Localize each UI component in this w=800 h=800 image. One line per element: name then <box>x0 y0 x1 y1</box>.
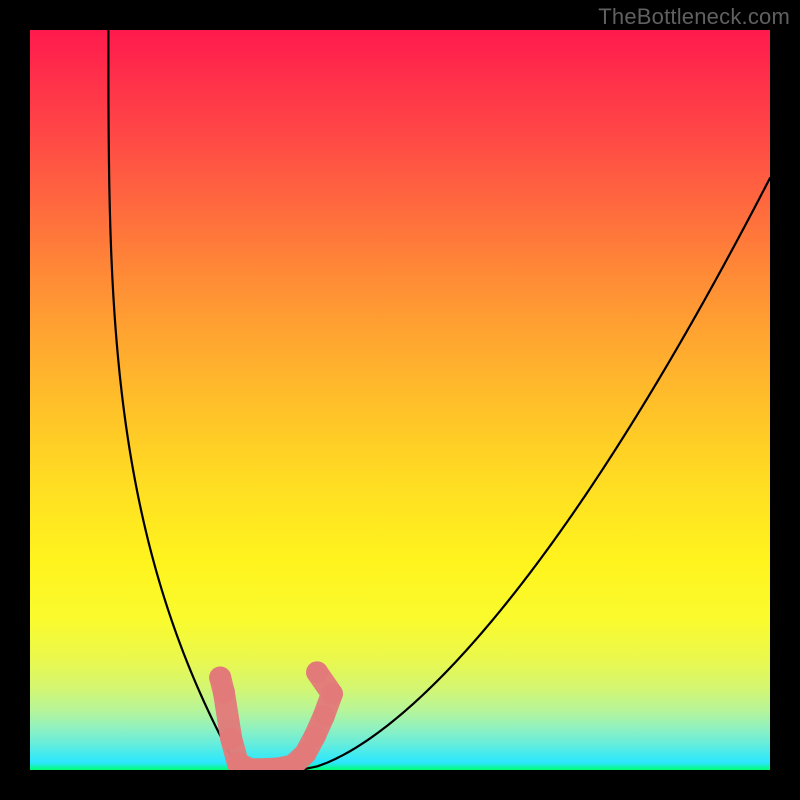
chart-container: TheBottleneck.com <box>0 0 800 800</box>
watermark-text: TheBottleneck.com <box>598 4 790 30</box>
plot-area <box>30 30 770 770</box>
data-markers <box>30 30 770 770</box>
